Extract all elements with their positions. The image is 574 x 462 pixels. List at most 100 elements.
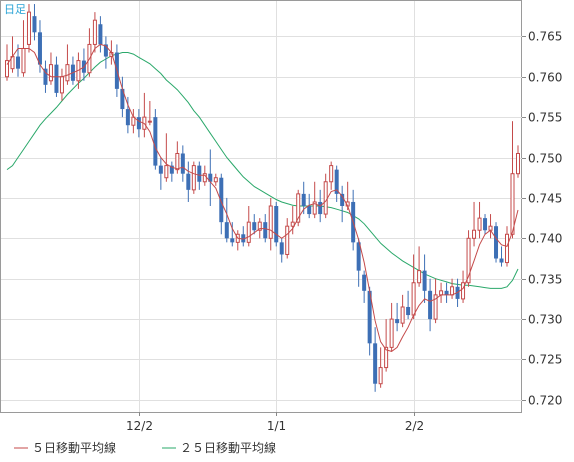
candle-body-down (224, 222, 229, 239)
candle-body-down (356, 242, 361, 271)
candle-body-up (48, 64, 53, 82)
y-tick-label: 0.750 (528, 152, 562, 166)
candle-body-down (37, 32, 42, 65)
candle-body-down (373, 343, 378, 384)
candle-body-down (301, 193, 306, 206)
candle-body-up (164, 165, 169, 179)
candle-body-up (26, 11, 31, 45)
candle-body-up (59, 76, 64, 94)
candle-body-up (378, 367, 383, 385)
candle-body-down (197, 165, 202, 182)
candle-body-up (5, 60, 9, 78)
candle-body-down (334, 169, 339, 194)
y-tick-label: 0.760 (528, 71, 562, 85)
candle-body-down (307, 206, 312, 215)
candle-body-down (208, 173, 213, 182)
y-tick-label: 0.765 (528, 30, 562, 44)
candle-body-down (279, 242, 284, 255)
candle-body-up (472, 229, 477, 239)
candle-body-up (175, 152, 180, 171)
candle-body-down (274, 206, 279, 243)
candle-body-down (158, 165, 163, 174)
y-tick-label: 0.725 (528, 353, 562, 367)
candle-body-up (439, 290, 444, 296)
candle-body-down (125, 109, 130, 126)
y-tick-label: 0.755 (528, 111, 562, 125)
candle-body-up (516, 152, 520, 175)
candle-body-up (257, 221, 262, 231)
candle-body-down (318, 201, 323, 215)
candle-body-up (285, 225, 290, 255)
candle-body-up (384, 346, 389, 369)
legend-entry: ５日移動平均線 (32, 440, 116, 455)
candle-body-down (367, 290, 372, 344)
candle-body-up (312, 201, 317, 215)
y-tick-label: 0.720 (528, 394, 562, 408)
candle-body-up (411, 282, 416, 316)
candle-body-up (92, 19, 97, 45)
candle-body-down (230, 238, 235, 243)
candle-body-down (499, 258, 504, 263)
x-axis-labels: 12/2 1/1 2/2 (126, 419, 424, 433)
candle-body-up (400, 306, 405, 324)
candle-body-up (296, 193, 301, 223)
candle-body-up (505, 233, 510, 264)
candle-body-up (147, 120, 152, 123)
ma25-line (6, 52, 519, 289)
legend: ５日移動平均線 ２５日移動平均線 (14, 440, 276, 455)
plot-frame (0, 0, 522, 413)
y-tick-label: 0.730 (528, 313, 562, 327)
candlesticks (5, 4, 520, 392)
candle-body-down (252, 222, 257, 231)
candle-body-up (417, 270, 422, 284)
candle-body-down (406, 306, 411, 316)
candle-body-down (428, 290, 433, 320)
candle-body-down (362, 274, 367, 291)
ma25-series (6, 52, 519, 289)
candle-body-down (494, 226, 499, 259)
legend-entry: ２５日移動平均線 (180, 440, 276, 455)
candle-body-up (461, 282, 466, 300)
candle-body-down (98, 24, 103, 45)
x-tick-label: 12/2 (126, 419, 153, 433)
candle-body-down (483, 218, 488, 231)
y-tick-label: 0.740 (528, 232, 562, 246)
candle-body-up (477, 217, 482, 231)
candle-body-down (219, 177, 224, 223)
candle-body-down (103, 44, 108, 57)
candle-body-down (54, 64, 59, 93)
candle-body-down (32, 16, 37, 33)
candle-body-up (329, 165, 334, 183)
candle-body-down (153, 117, 158, 166)
x-tick-label: 1/1 (267, 419, 286, 433)
candle-body-up (21, 47, 26, 74)
candle-body-down (444, 290, 449, 295)
candle-body-up (389, 318, 394, 348)
candle-body-down (120, 88, 125, 110)
candle-body-down (136, 117, 141, 130)
candle-body-up (268, 205, 273, 239)
candle-body-up (65, 64, 70, 82)
candle-body-down (15, 56, 20, 69)
candle-body-down (395, 319, 400, 324)
y-tick-label: 0.745 (528, 192, 562, 206)
candle-body-up (246, 221, 251, 243)
candle-body-up (290, 221, 295, 227)
x-tick-label: 2/2 (405, 419, 424, 433)
ma5-line (6, 43, 519, 352)
candle-body-up (323, 181, 328, 215)
candle-body-up (450, 286, 455, 296)
candle-body-up (433, 294, 438, 320)
candle-body-down (241, 234, 246, 243)
candle-body-down (263, 222, 268, 239)
ma5-series (6, 43, 519, 352)
candle-body-down (186, 173, 191, 190)
candle-body-up (191, 165, 196, 191)
y-axis-labels: 0.765 0.760 0.755 0.750 0.745 0.740 0.735 0.730… (528, 30, 562, 408)
candle-body-up (466, 237, 471, 284)
candle-body-down (180, 153, 185, 174)
candle-body-down (422, 270, 427, 291)
y-tick-label: 0.735 (528, 273, 562, 287)
